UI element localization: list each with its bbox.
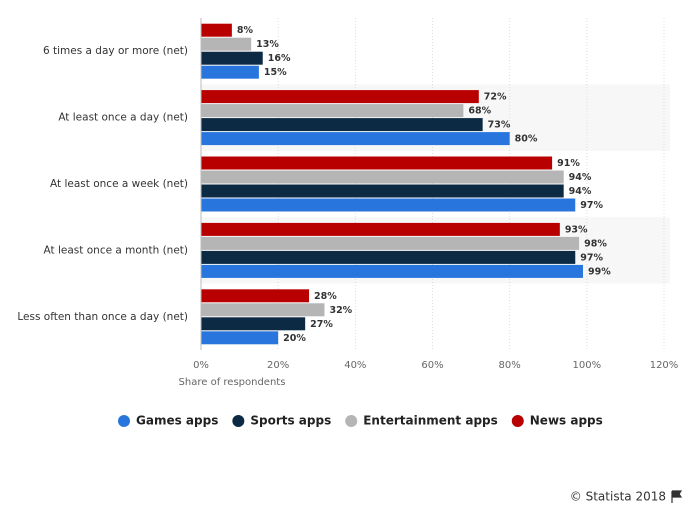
bar [201, 317, 306, 331]
y-tick-label: At least once a day (net) [58, 112, 188, 124]
data-label: 97% [580, 252, 603, 263]
x-tick-label: 60% [421, 360, 443, 371]
data-label: 94% [569, 186, 592, 197]
x-tick-label: 100% [573, 360, 602, 371]
bar [201, 198, 576, 212]
x-axis-label: Share of respondents [179, 377, 286, 388]
source: © Statista 2018 [570, 490, 666, 504]
bar [201, 23, 232, 37]
data-label: 28% [314, 291, 337, 302]
x-tick-label: 20% [267, 360, 289, 371]
data-label: 20% [283, 333, 306, 344]
data-label: 91% [557, 158, 580, 169]
legend-marker [118, 415, 130, 427]
data-label: 99% [588, 266, 611, 277]
bar [201, 118, 483, 132]
legend-label: Games apps [136, 414, 218, 428]
x-tick-label: 0% [193, 360, 209, 371]
bar [201, 65, 259, 79]
data-label: 97% [580, 200, 603, 211]
data-label: 72% [484, 92, 507, 103]
y-tick-label: At least once a month (net) [44, 244, 188, 256]
data-label: 80% [515, 134, 538, 145]
bar [201, 184, 564, 198]
flag-icon [671, 490, 683, 503]
data-label: 73% [488, 120, 511, 131]
bar [201, 289, 310, 303]
data-label: 98% [584, 238, 607, 249]
y-tick-label: 6 times a day or more (net) [43, 45, 188, 57]
data-label: 15% [264, 67, 287, 78]
bar [201, 264, 583, 278]
data-label: 32% [329, 305, 352, 316]
bar [201, 51, 263, 65]
bar [201, 90, 479, 104]
data-label: 94% [569, 172, 592, 183]
bar [201, 303, 325, 317]
bar [201, 156, 553, 170]
y-tick-label: Less often than once a day (net) [17, 311, 188, 323]
x-tick-label: 80% [499, 360, 521, 371]
data-label: 16% [268, 53, 291, 64]
bar [201, 222, 560, 236]
bar [201, 250, 576, 264]
legend-label: Sports apps [250, 414, 331, 428]
bar [201, 37, 252, 51]
legend-marker [345, 415, 358, 427]
bar [201, 236, 580, 250]
data-label: 93% [565, 224, 588, 235]
bar [201, 331, 279, 345]
bar [201, 104, 464, 118]
data-label: 13% [256, 39, 279, 50]
legend-label: News apps [530, 414, 603, 428]
bar [201, 170, 564, 184]
bar [201, 132, 510, 146]
x-tick-label: 120% [650, 360, 679, 371]
x-tick-label: 40% [344, 360, 366, 371]
data-label: 8% [237, 25, 254, 36]
data-label: 27% [310, 319, 333, 330]
legend-marker [511, 415, 524, 427]
data-label: 68% [468, 106, 491, 117]
y-tick-label: At least once a week (net) [50, 178, 188, 190]
legend-marker [232, 415, 245, 427]
legend-label: Entertainment apps [363, 414, 498, 428]
